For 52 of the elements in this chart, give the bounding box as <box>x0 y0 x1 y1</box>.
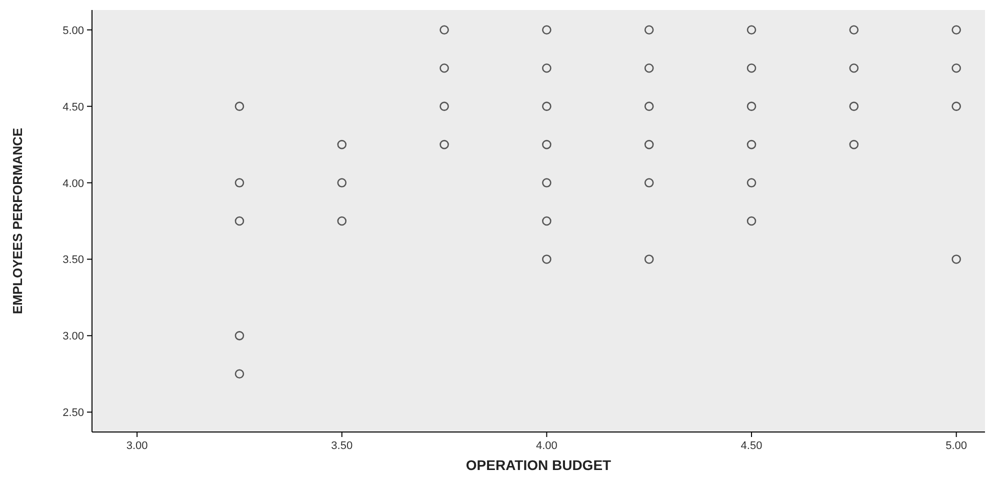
point <box>644 25 654 35</box>
y-tick-label: 5.00 <box>62 24 84 37</box>
point <box>542 63 552 73</box>
point <box>337 216 347 226</box>
point <box>542 140 552 150</box>
point <box>440 25 449 35</box>
point <box>746 216 756 226</box>
point <box>440 63 449 73</box>
point <box>644 254 654 264</box>
point <box>644 140 654 150</box>
y-tick-label: 2.50 <box>62 407 84 420</box>
x-tick-label: 3.00 <box>126 440 148 452</box>
point <box>746 63 756 73</box>
x-tick-label: 4.00 <box>536 440 558 452</box>
point <box>746 178 756 188</box>
x-tick-label: 5.00 <box>946 440 968 452</box>
point <box>542 216 552 226</box>
point <box>849 25 859 35</box>
point <box>542 254 552 264</box>
point <box>234 216 244 226</box>
point <box>849 63 859 73</box>
point <box>337 140 347 150</box>
y-tick-label: 3.00 <box>62 330 84 343</box>
x-tick-label: 3.50 <box>331 440 353 452</box>
point <box>952 102 961 111</box>
point <box>952 25 961 35</box>
point <box>952 63 961 73</box>
point <box>234 178 244 188</box>
point <box>337 178 347 188</box>
point <box>746 25 756 35</box>
x-axis-title: OPERATION BUDGET <box>466 457 612 473</box>
point <box>440 102 449 111</box>
y-axis-title: EMPLOYEES PERFORMANCE <box>10 127 25 314</box>
point <box>952 254 961 264</box>
point <box>234 369 244 379</box>
point <box>746 102 756 111</box>
point <box>542 102 552 111</box>
y-tick-label: 4.00 <box>62 178 84 190</box>
x-tick-label: 4.50 <box>740 440 762 452</box>
point <box>746 140 756 150</box>
point <box>542 178 552 188</box>
point <box>644 178 654 188</box>
point <box>440 140 449 150</box>
point <box>234 102 244 111</box>
point <box>849 140 859 150</box>
point <box>849 102 859 111</box>
point <box>644 102 654 111</box>
y-tick-label: 4.50 <box>62 101 84 114</box>
point <box>644 63 654 73</box>
point <box>234 331 244 340</box>
point <box>542 25 552 35</box>
y-tick-label: 3.50 <box>62 254 84 266</box>
